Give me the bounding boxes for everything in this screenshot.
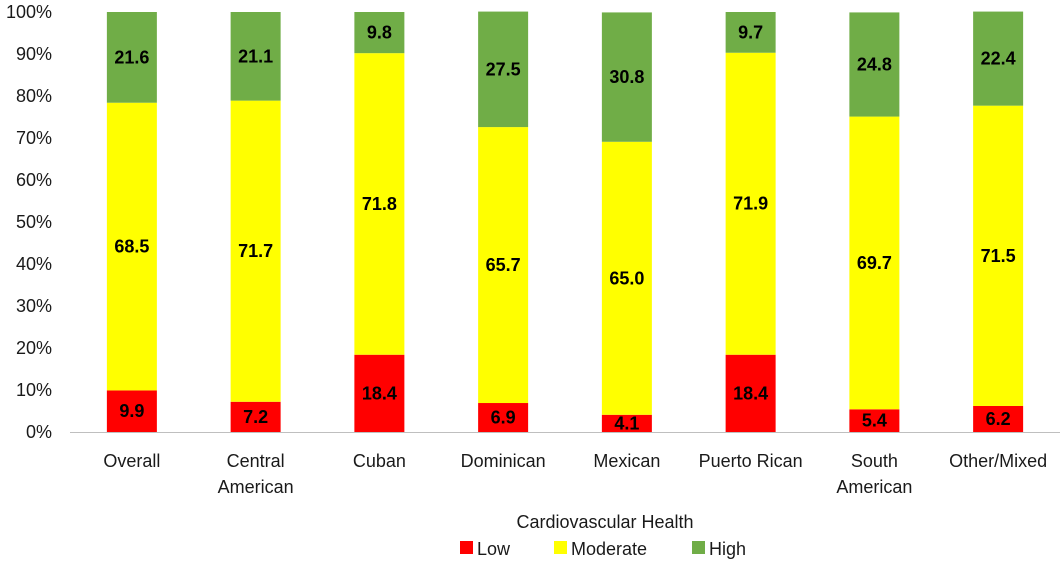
bar-segment-high	[478, 11, 529, 128]
bar-segment-high	[106, 12, 157, 103]
data-label: 65.0	[609, 268, 644, 288]
data-label: 71.8	[362, 194, 397, 214]
y-axis: 0% 10% 20% 30% 40% 50% 60% 70% 80% 90% 100%	[6, 2, 52, 442]
bar-segment-low	[725, 354, 776, 432]
y-tick-label: 90%	[16, 44, 52, 64]
x-axis-labels: Overall Central American Cuban Dominican Mexi…	[103, 451, 1047, 497]
data-label: 7.2	[243, 407, 268, 427]
data-label: 65.7	[486, 255, 521, 275]
data-label: 21.6	[114, 47, 149, 67]
bar-segment-high	[354, 12, 405, 54]
y-tick-label: 20%	[16, 338, 52, 358]
data-label: 18.4	[362, 383, 397, 403]
bar-segment-low	[973, 405, 1024, 432]
data-label: 9.8	[367, 23, 392, 43]
y-tick-label: 80%	[16, 86, 52, 106]
data-label: 9.7	[738, 22, 763, 42]
x-category-label: Overall	[103, 451, 160, 471]
y-tick-label: 70%	[16, 128, 52, 148]
bar-segment-moderate	[601, 141, 652, 415]
x-category-label: Other/Mixed	[949, 451, 1047, 471]
data-label: 22.4	[981, 49, 1016, 69]
data-label: 30.8	[609, 67, 644, 87]
data-label: 69.7	[857, 253, 892, 273]
legend-label-low: Low	[477, 539, 511, 559]
data-label: 5.4	[862, 411, 887, 431]
data-label: 6.9	[491, 408, 516, 428]
legend-label-high: High	[709, 539, 746, 559]
data-label: 21.1	[238, 46, 273, 66]
bar-segment-moderate	[106, 102, 157, 391]
x-category-label: Puerto Rican	[699, 451, 803, 471]
y-tick-label: 40%	[16, 254, 52, 274]
y-tick-label: 30%	[16, 296, 52, 316]
bar-segment-low	[354, 354, 405, 432]
bar-segment-low	[849, 409, 900, 432]
data-label: 9.9	[119, 401, 144, 421]
bar-segment-high	[973, 11, 1024, 106]
legend-swatch-moderate	[554, 541, 567, 554]
legend: Cardiovascular Health Low Moderate High	[460, 512, 746, 559]
data-label: 27.5	[486, 59, 521, 79]
data-label: 24.8	[857, 55, 892, 75]
x-category-label: South American	[836, 451, 912, 497]
bar-segment-moderate	[230, 100, 281, 402]
y-tick-label: 0%	[26, 422, 52, 442]
data-label: 71.7	[238, 241, 273, 261]
data-label: 71.5	[981, 246, 1016, 266]
data-label: 68.5	[114, 237, 149, 257]
bar-segment-high	[601, 12, 652, 142]
data-label: 18.4	[733, 383, 768, 403]
data-label: 71.9	[733, 194, 768, 214]
x-category-label: Mexican	[593, 451, 660, 471]
bar-segment-low	[478, 403, 529, 432]
bars-group: 9.9 68.5 21.6 7.2 71.7 21.1 18.4 71.8 9.8 6.9 65.7…	[106, 11, 1024, 433]
y-tick-label: 10%	[16, 380, 52, 400]
data-label: 6.2	[986, 409, 1011, 429]
bar-segment-moderate	[478, 127, 529, 404]
bar-segment-low	[230, 401, 281, 432]
data-label: 4.1	[614, 413, 639, 433]
y-tick-label: 50%	[16, 212, 52, 232]
bar-segment-moderate	[849, 116, 900, 410]
legend-title: Cardiovascular Health	[516, 512, 693, 532]
x-category-label: Dominican	[461, 451, 546, 471]
x-category-label: Central American	[218, 451, 294, 497]
bar-segment-moderate	[973, 105, 1024, 406]
bar-segment-high	[849, 12, 900, 117]
x-category-label: Cuban	[353, 451, 406, 471]
legend-label-moderate: Moderate	[571, 539, 647, 559]
bar-segment-high	[230, 12, 281, 101]
legend-swatch-low	[460, 541, 473, 554]
legend-swatch-high	[692, 541, 705, 554]
bar-segment-low	[601, 414, 652, 432]
bar-segment-low	[106, 390, 157, 432]
bar-segment-moderate	[354, 53, 405, 355]
y-tick-label: 100%	[6, 2, 52, 22]
y-tick-label: 60%	[16, 170, 52, 190]
bar-segment-high	[725, 12, 776, 53]
bar-segment-moderate	[725, 52, 776, 355]
